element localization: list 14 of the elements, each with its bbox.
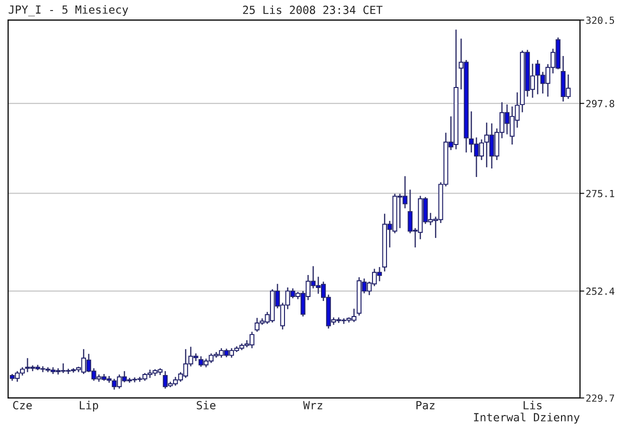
x-tick-label: Cze: [13, 400, 32, 410]
chart-subtitle: 25 Lis 2008 23:34 CET: [243, 5, 382, 14]
y-tick-label: 252.4: [586, 288, 614, 295]
y-tick-label: 275.1: [586, 190, 614, 198]
text: Interwal Dzienny: [474, 412, 580, 424]
y-tick-label: 297.8: [586, 100, 614, 108]
x-tick-label: Lip: [80, 400, 98, 412]
y-tick-label: 229.7: [586, 394, 614, 402]
x-tick-label: Paz: [416, 401, 434, 410]
x-tick-label: Lis: [524, 400, 542, 410]
y-tick-label: 320.5: [586, 16, 614, 24]
x-tick-label: Wrz: [303, 401, 322, 410]
chart-title: JPY_I - 5 Miesiecy: [8, 5, 128, 16]
x-tick-label: Sie: [196, 400, 216, 410]
